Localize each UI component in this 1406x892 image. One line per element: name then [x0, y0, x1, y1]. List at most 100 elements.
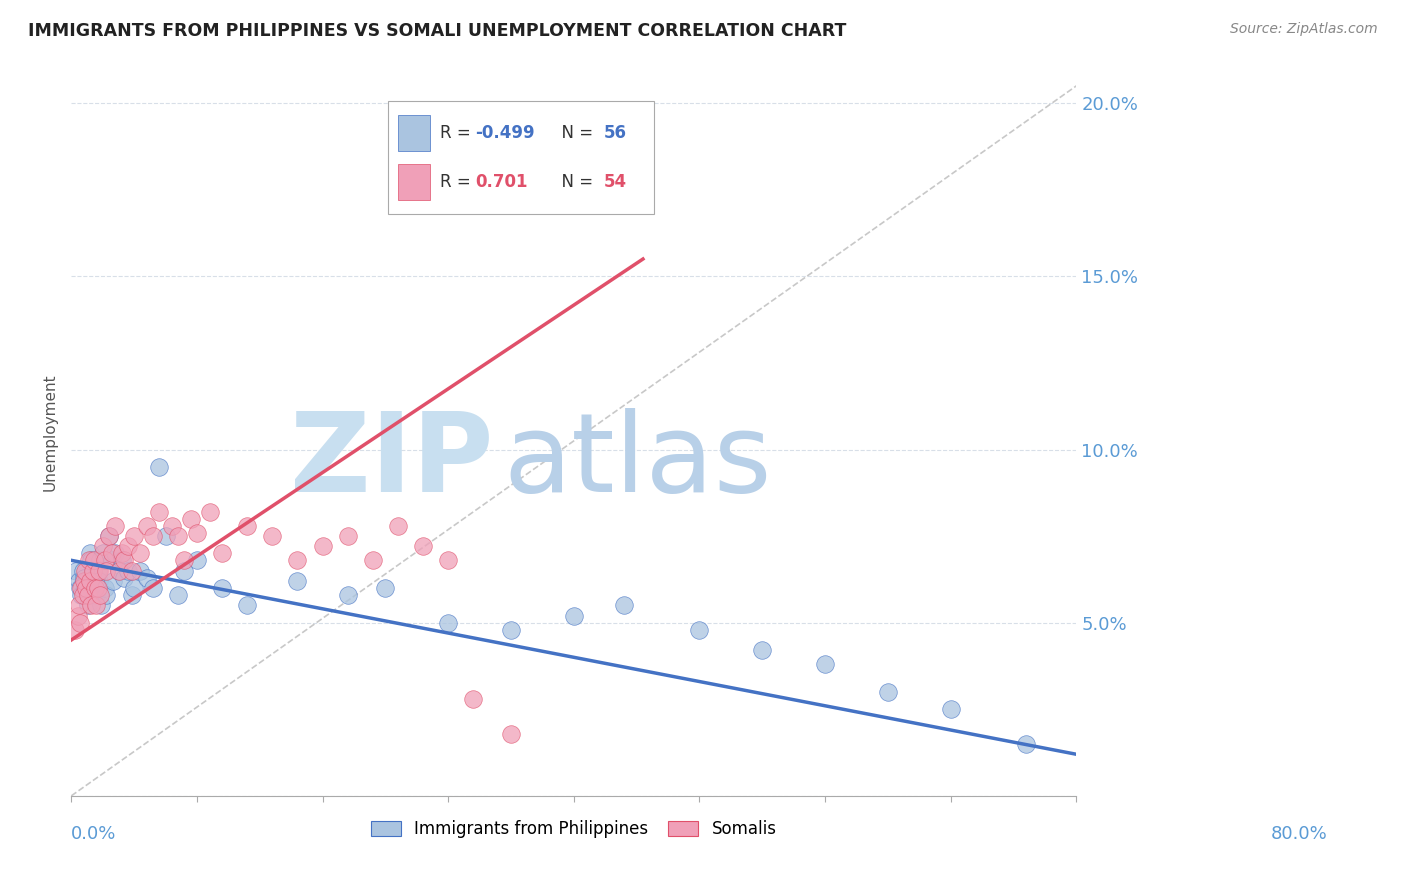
Text: 54: 54 — [605, 173, 627, 192]
Point — [142, 581, 165, 595]
Point — [562, 608, 585, 623]
Text: R =: R = — [440, 173, 481, 192]
Point — [1015, 737, 1038, 751]
Point — [336, 529, 359, 543]
Point — [236, 518, 259, 533]
Point — [86, 564, 108, 578]
Point — [73, 574, 96, 588]
Point — [86, 581, 108, 595]
Point — [148, 505, 170, 519]
Point — [79, 574, 101, 588]
Point — [110, 553, 132, 567]
Point — [121, 564, 143, 578]
Point — [94, 553, 117, 567]
Point — [82, 564, 104, 578]
Text: Source: ZipAtlas.com: Source: ZipAtlas.com — [1230, 22, 1378, 37]
Text: R =: R = — [440, 124, 477, 142]
Point — [437, 553, 460, 567]
Point — [160, 518, 183, 533]
Point — [76, 588, 98, 602]
Point — [877, 685, 900, 699]
Point — [287, 553, 309, 567]
Point — [94, 581, 117, 595]
Point — [814, 657, 837, 672]
Point — [148, 459, 170, 474]
Point — [89, 553, 111, 567]
Point — [613, 599, 636, 613]
Point — [100, 553, 122, 567]
Point — [412, 540, 434, 554]
Point — [79, 546, 101, 560]
Point — [69, 581, 91, 595]
Point — [84, 581, 107, 595]
Point — [167, 529, 190, 543]
Point — [122, 581, 145, 595]
Point — [69, 615, 91, 630]
Point — [117, 564, 139, 578]
Point — [66, 608, 89, 623]
Point — [108, 564, 131, 578]
Point — [104, 518, 127, 533]
Point — [374, 581, 396, 595]
Legend: Immigrants from Philippines, Somalis: Immigrants from Philippines, Somalis — [371, 821, 776, 838]
FancyBboxPatch shape — [388, 102, 654, 214]
Text: 56: 56 — [605, 124, 627, 142]
Text: 0.701: 0.701 — [475, 173, 527, 192]
Point — [90, 599, 112, 613]
Point — [80, 553, 103, 567]
Point — [65, 564, 87, 578]
Point — [211, 581, 233, 595]
Text: IMMIGRANTS FROM PHILIPPINES VS SOMALI UNEMPLOYMENT CORRELATION CHART: IMMIGRANTS FROM PHILIPPINES VS SOMALI UN… — [28, 22, 846, 40]
Point — [499, 726, 522, 740]
Point — [173, 564, 195, 578]
FancyBboxPatch shape — [398, 164, 430, 201]
Point — [287, 574, 309, 588]
Point — [387, 518, 409, 533]
Point — [72, 564, 94, 578]
Point — [75, 564, 97, 578]
Point — [236, 599, 259, 613]
Text: N =: N = — [551, 124, 598, 142]
Point — [73, 571, 96, 585]
Point — [689, 623, 711, 637]
Y-axis label: Unemployment: Unemployment — [44, 374, 58, 491]
Point — [86, 599, 108, 613]
Point — [311, 540, 333, 554]
FancyBboxPatch shape — [398, 115, 430, 151]
Text: atlas: atlas — [503, 408, 772, 515]
Point — [98, 529, 121, 543]
Point — [67, 599, 90, 613]
Text: 80.0%: 80.0% — [1271, 825, 1327, 843]
Point — [70, 588, 93, 602]
Point — [751, 643, 773, 657]
Point — [87, 574, 110, 588]
Point — [70, 581, 93, 595]
Point — [82, 564, 104, 578]
Point — [83, 553, 105, 567]
Point — [86, 588, 108, 602]
Point — [122, 529, 145, 543]
Point — [91, 540, 114, 554]
Point — [135, 518, 157, 533]
Point — [96, 564, 118, 578]
Point — [75, 581, 97, 595]
Point — [87, 564, 110, 578]
Point — [108, 564, 131, 578]
Point — [121, 588, 143, 602]
Point — [167, 588, 190, 602]
Point — [361, 553, 384, 567]
Point — [110, 546, 132, 560]
Point — [96, 588, 118, 602]
Point — [939, 702, 962, 716]
Point — [135, 571, 157, 585]
Point — [173, 553, 195, 567]
Point — [104, 546, 127, 560]
Point — [112, 553, 135, 567]
Point — [72, 588, 94, 602]
Point — [463, 691, 485, 706]
Point — [155, 529, 177, 543]
Point — [129, 564, 152, 578]
Point — [112, 571, 135, 585]
Point — [83, 581, 105, 595]
Point — [100, 546, 122, 560]
